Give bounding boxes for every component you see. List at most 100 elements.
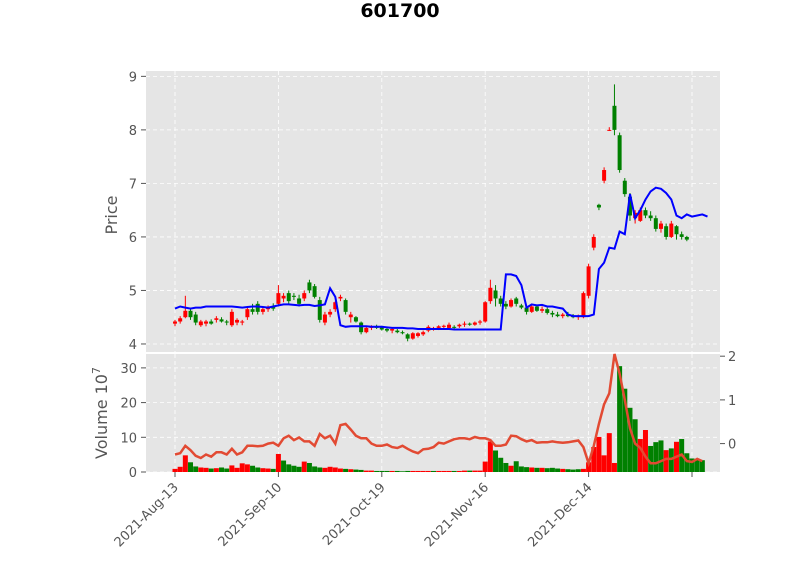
candle-body [617, 135, 622, 171]
volume-bar [255, 467, 261, 472]
candle [664, 223, 669, 240]
volume-bar [301, 461, 307, 472]
volume-panel: 0 10 20 30 0 1 2 Volume 107 [90, 350, 736, 481]
candle-body [462, 323, 467, 325]
candle [307, 279, 312, 294]
candle [452, 325, 457, 329]
candle [534, 305, 539, 312]
volume-bar [281, 460, 287, 472]
candle-body [297, 298, 302, 304]
candle [322, 311, 327, 326]
candle-body [359, 322, 364, 333]
volume-bar [203, 467, 209, 472]
candle-body [441, 325, 446, 327]
candle [607, 127, 612, 131]
candle [658, 220, 663, 233]
candle [488, 279, 493, 304]
candle-body [193, 314, 198, 323]
volume-bar [306, 462, 312, 472]
candle [209, 319, 214, 325]
candle-body [286, 293, 291, 302]
candle-body [395, 330, 400, 333]
volume-bar [529, 467, 535, 472]
candle-body [281, 295, 286, 299]
volume-bar [518, 466, 524, 472]
candle-body [224, 321, 229, 323]
volume-bar [596, 436, 602, 472]
volume-bar [327, 466, 333, 472]
candle [674, 225, 679, 240]
candle-body [498, 298, 503, 304]
volume-bar [389, 470, 395, 472]
volume-indicator-line [174, 353, 703, 468]
volume-bar [213, 468, 219, 472]
candle [509, 298, 514, 308]
candle-body [514, 298, 519, 304]
candle [286, 290, 291, 304]
x-tick-label: 2021-Nov-16 [422, 480, 492, 550]
volume-bar [317, 467, 323, 472]
volume-bar [234, 467, 240, 472]
volume-bar [368, 470, 374, 472]
volume-bar [296, 466, 302, 472]
candle-body [653, 218, 658, 229]
candle [224, 319, 229, 326]
price-tick-label: 4 [129, 338, 137, 353]
candle [235, 318, 240, 326]
candle [493, 285, 498, 307]
volume-bar [436, 470, 442, 472]
candle-body [503, 303, 508, 307]
candle [648, 211, 653, 221]
candle-body [545, 309, 550, 313]
volume-bar [275, 453, 281, 472]
candle-body [664, 226, 669, 237]
volume-bar [606, 433, 612, 472]
candle-body [550, 312, 555, 315]
candle-body [679, 234, 684, 237]
price-tick-label: 5 [129, 284, 137, 299]
volume-bars [172, 366, 705, 472]
candle [384, 327, 389, 333]
volume-bar [358, 469, 364, 472]
volume-bar [570, 469, 576, 472]
candle-body [250, 309, 255, 312]
volume-right-tick-label: 0 [728, 438, 736, 453]
candle [214, 316, 219, 323]
candle-body [390, 328, 395, 331]
candle-body [291, 295, 296, 297]
candle-body [322, 314, 327, 323]
volume-bar [198, 467, 204, 472]
volume-bar [611, 462, 617, 472]
candlesticks [173, 84, 689, 342]
volume-bar [265, 468, 271, 472]
candle-body [260, 309, 265, 312]
volume-bar [482, 461, 488, 472]
volume-bar [642, 430, 648, 472]
x-tick-label: 2021-Sep-10 [216, 480, 286, 550]
volume-y-axis-left: 0 10 20 30 [120, 362, 146, 481]
candle [245, 306, 250, 320]
candle [529, 305, 534, 313]
candle [519, 303, 524, 310]
volume-bar [286, 464, 292, 472]
candle [333, 301, 338, 312]
volume-bar [270, 468, 276, 472]
candle-body [607, 129, 612, 131]
candle [679, 231, 684, 240]
candle-body [586, 266, 591, 296]
x-tick-label: 2021-Dec-14 [525, 480, 595, 550]
candle [514, 296, 519, 307]
volume-bar [580, 468, 586, 472]
volume-bar [622, 388, 628, 472]
candle [328, 309, 333, 318]
volume-bar [560, 468, 566, 472]
candle [602, 167, 607, 184]
volume-bar [441, 470, 447, 472]
volume-bar [467, 470, 473, 472]
candle [219, 317, 224, 323]
volume-bar [565, 469, 571, 472]
candle-body [509, 300, 514, 307]
candle-body [421, 332, 426, 335]
volume-y-axis-right: 0 1 2 [720, 350, 736, 453]
